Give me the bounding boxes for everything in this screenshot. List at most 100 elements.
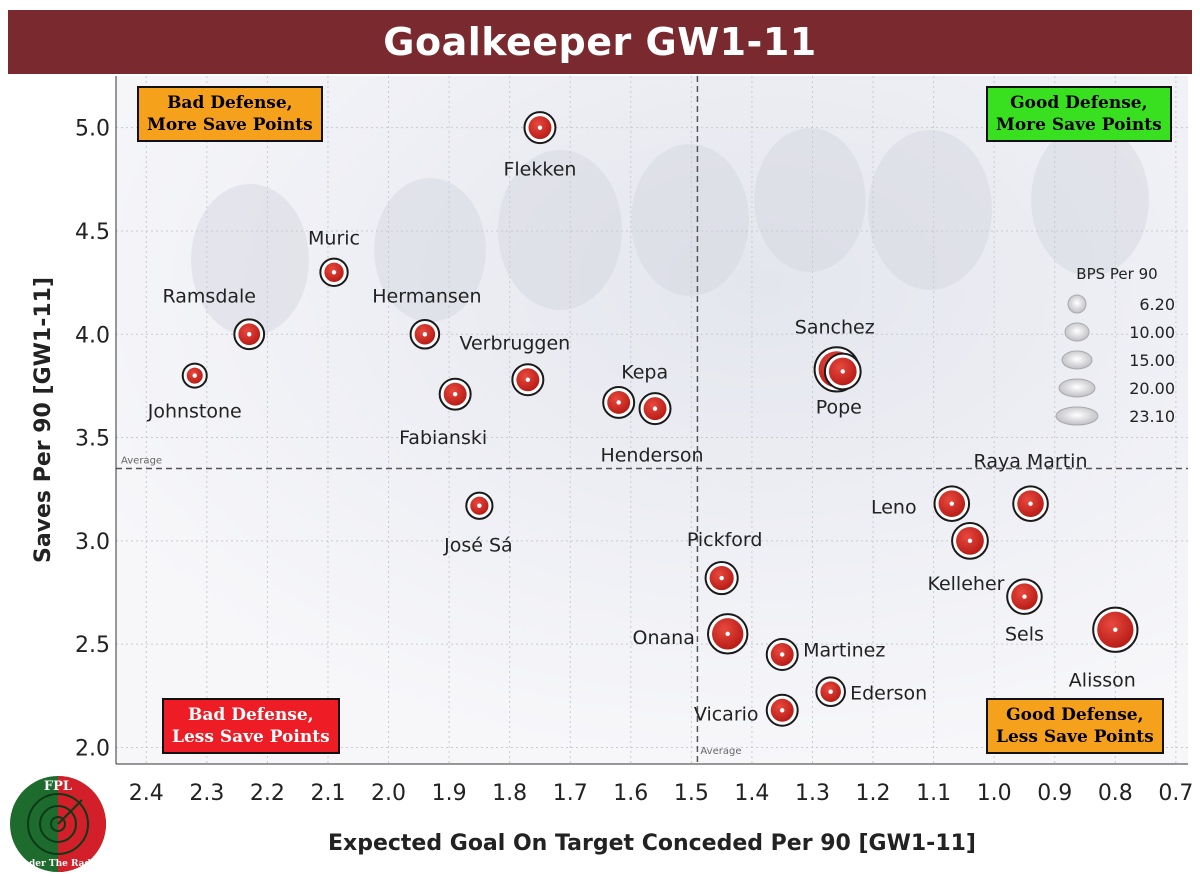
point-center xyxy=(949,501,954,506)
point-label: Vicario xyxy=(694,703,759,725)
x-tick-label: 1.3 xyxy=(795,781,830,806)
point-label: Hermansen xyxy=(372,285,481,307)
point-label: José Sá xyxy=(443,535,513,557)
title-bar: Goalkeeper GW1-11 xyxy=(8,10,1192,74)
point-label: Verbruggen xyxy=(459,333,570,355)
y-tick-label: 3.0 xyxy=(75,530,110,555)
y-tick-label: 2.5 xyxy=(75,633,110,658)
point-label: Martinez xyxy=(803,639,885,661)
size-legend-swatch xyxy=(1067,294,1087,314)
quadrant-top-right-line2: More Save Points xyxy=(996,115,1162,135)
x-tick-label: 1.0 xyxy=(977,781,1012,806)
average-lines: Average Average xyxy=(116,76,1188,764)
point-label: Sanchez xyxy=(795,316,875,338)
quadrant-top-left-line1: Bad Defense, xyxy=(167,93,293,113)
quadrant-top-right-line1: Good Defense, xyxy=(1010,93,1148,113)
point-label: Leno xyxy=(871,497,917,519)
size-legend: BPS Per 90 6.20 10.00 15.00 20.00 23.10 xyxy=(1055,265,1175,426)
x-tick-label: 2.4 xyxy=(129,781,164,806)
y-axis-label: Saves Per 90 [GW1-11] xyxy=(31,277,56,563)
point-label: Ramsdale xyxy=(162,285,256,307)
quadrant-bottom-left-line2: Less Save Points xyxy=(172,727,330,747)
point-center xyxy=(725,631,730,637)
quadrant-bottom-right-line1: Good Defense, xyxy=(1006,705,1144,725)
point-label: Kelleher xyxy=(927,573,1004,595)
y-tick-label: 3.5 xyxy=(75,427,110,452)
point-center xyxy=(780,708,785,713)
quadrant-bottom-left: Bad Defense, Less Save Points xyxy=(162,698,340,754)
point-center xyxy=(967,538,973,544)
background-silhouette xyxy=(1031,124,1149,276)
point-center xyxy=(192,373,197,378)
x-tick-label: 1.6 xyxy=(613,781,648,806)
y-tick-label: 4.0 xyxy=(75,323,110,348)
point-label: Fabianski xyxy=(399,427,487,449)
point-center xyxy=(1028,501,1033,506)
chart-title: Goalkeeper GW1-11 xyxy=(383,20,817,64)
y-tick-label: 5.0 xyxy=(75,117,110,142)
x-tick-label: 2.2 xyxy=(250,781,285,806)
x-axis-label: Expected Goal On Target Conceded Per 90 … xyxy=(328,831,976,856)
point-label: Onana xyxy=(633,627,695,649)
point-center xyxy=(1113,627,1118,632)
x-tick-label: 2.1 xyxy=(310,781,345,806)
background-photo-shapes xyxy=(191,124,1149,336)
y-tick-label: 4.5 xyxy=(75,220,110,245)
quadrant-bottom-right-line2: Less Save Points xyxy=(996,727,1154,747)
point-center xyxy=(719,575,724,581)
point-label: Kepa xyxy=(621,361,668,383)
point-center xyxy=(331,270,337,275)
axes: 2.4 2.3 2.2 2.1 2.0 1.9 1.8 1.7 1.6 1.5 1.4 1.3 1.2 1… xyxy=(75,76,1193,806)
point-label: Pickford xyxy=(687,529,763,551)
point-center xyxy=(1022,594,1027,599)
background-silhouette xyxy=(498,150,622,310)
size-legend-swatch xyxy=(1058,378,1096,398)
point-label: Sels xyxy=(1005,624,1044,646)
quadrant-top-left-line2: More Save Points xyxy=(147,115,313,135)
size-legend-value: 10.00 xyxy=(1129,323,1175,342)
x-tick-label: 0.8 xyxy=(1098,781,1133,806)
point-label: Pope xyxy=(816,396,862,418)
quadrant-bottom-right: Good Defense, Less Save Points xyxy=(986,698,1164,754)
data-points: Flekken Muric Ramsdale Hermansen Johnstone Ve… xyxy=(147,111,1139,727)
point-label: Alisson xyxy=(1069,670,1136,692)
x-tick-label: 0.9 xyxy=(1037,781,1072,806)
background-silhouette xyxy=(631,144,749,296)
quadrant-top-right: Good Defense, More Save Points xyxy=(986,86,1172,142)
x-tick-label: 1.4 xyxy=(734,781,769,806)
point-center xyxy=(452,391,458,397)
x-tick-label: 2.0 xyxy=(371,781,406,806)
size-legend-title: BPS Per 90 xyxy=(1076,265,1157,283)
point-label: Raya Martin xyxy=(974,451,1088,473)
y-tick-label: 2.0 xyxy=(75,736,110,761)
point-label: Henderson xyxy=(600,445,703,467)
background-silhouette xyxy=(374,178,486,322)
point-center xyxy=(652,406,658,411)
point-label: Muric xyxy=(308,227,360,249)
grid xyxy=(116,76,1188,764)
point-center xyxy=(247,332,252,337)
point-center xyxy=(840,369,845,374)
x-tick-label: 1.1 xyxy=(916,781,951,806)
x-tick-label: 2.3 xyxy=(189,781,224,806)
background-silhouette xyxy=(191,184,309,336)
point-center xyxy=(537,125,543,130)
size-legend-swatch xyxy=(1064,322,1090,342)
average-label-x: Average xyxy=(700,746,741,757)
logo-top-text: FPL xyxy=(44,779,72,794)
x-tick-label: 0.7 xyxy=(1158,781,1193,806)
point-center xyxy=(477,503,482,508)
x-tick-label: 1.9 xyxy=(432,781,467,806)
size-legend-value: 20.00 xyxy=(1129,379,1175,398)
size-legend-value: 6.20 xyxy=(1139,295,1175,314)
quadrant-bottom-left-line1: Bad Defense, xyxy=(188,705,314,725)
point-label: Johnstone xyxy=(147,401,242,423)
point-label: Ederson xyxy=(850,683,927,705)
average-label-y: Average xyxy=(121,456,162,467)
logo-bottom-text: Under The Radar xyxy=(15,859,102,869)
x-tick-label: 1.5 xyxy=(674,781,709,806)
x-tick-label: 1.7 xyxy=(553,781,588,806)
size-legend-value: 23.10 xyxy=(1129,407,1175,426)
point-label: Flekken xyxy=(503,159,576,181)
